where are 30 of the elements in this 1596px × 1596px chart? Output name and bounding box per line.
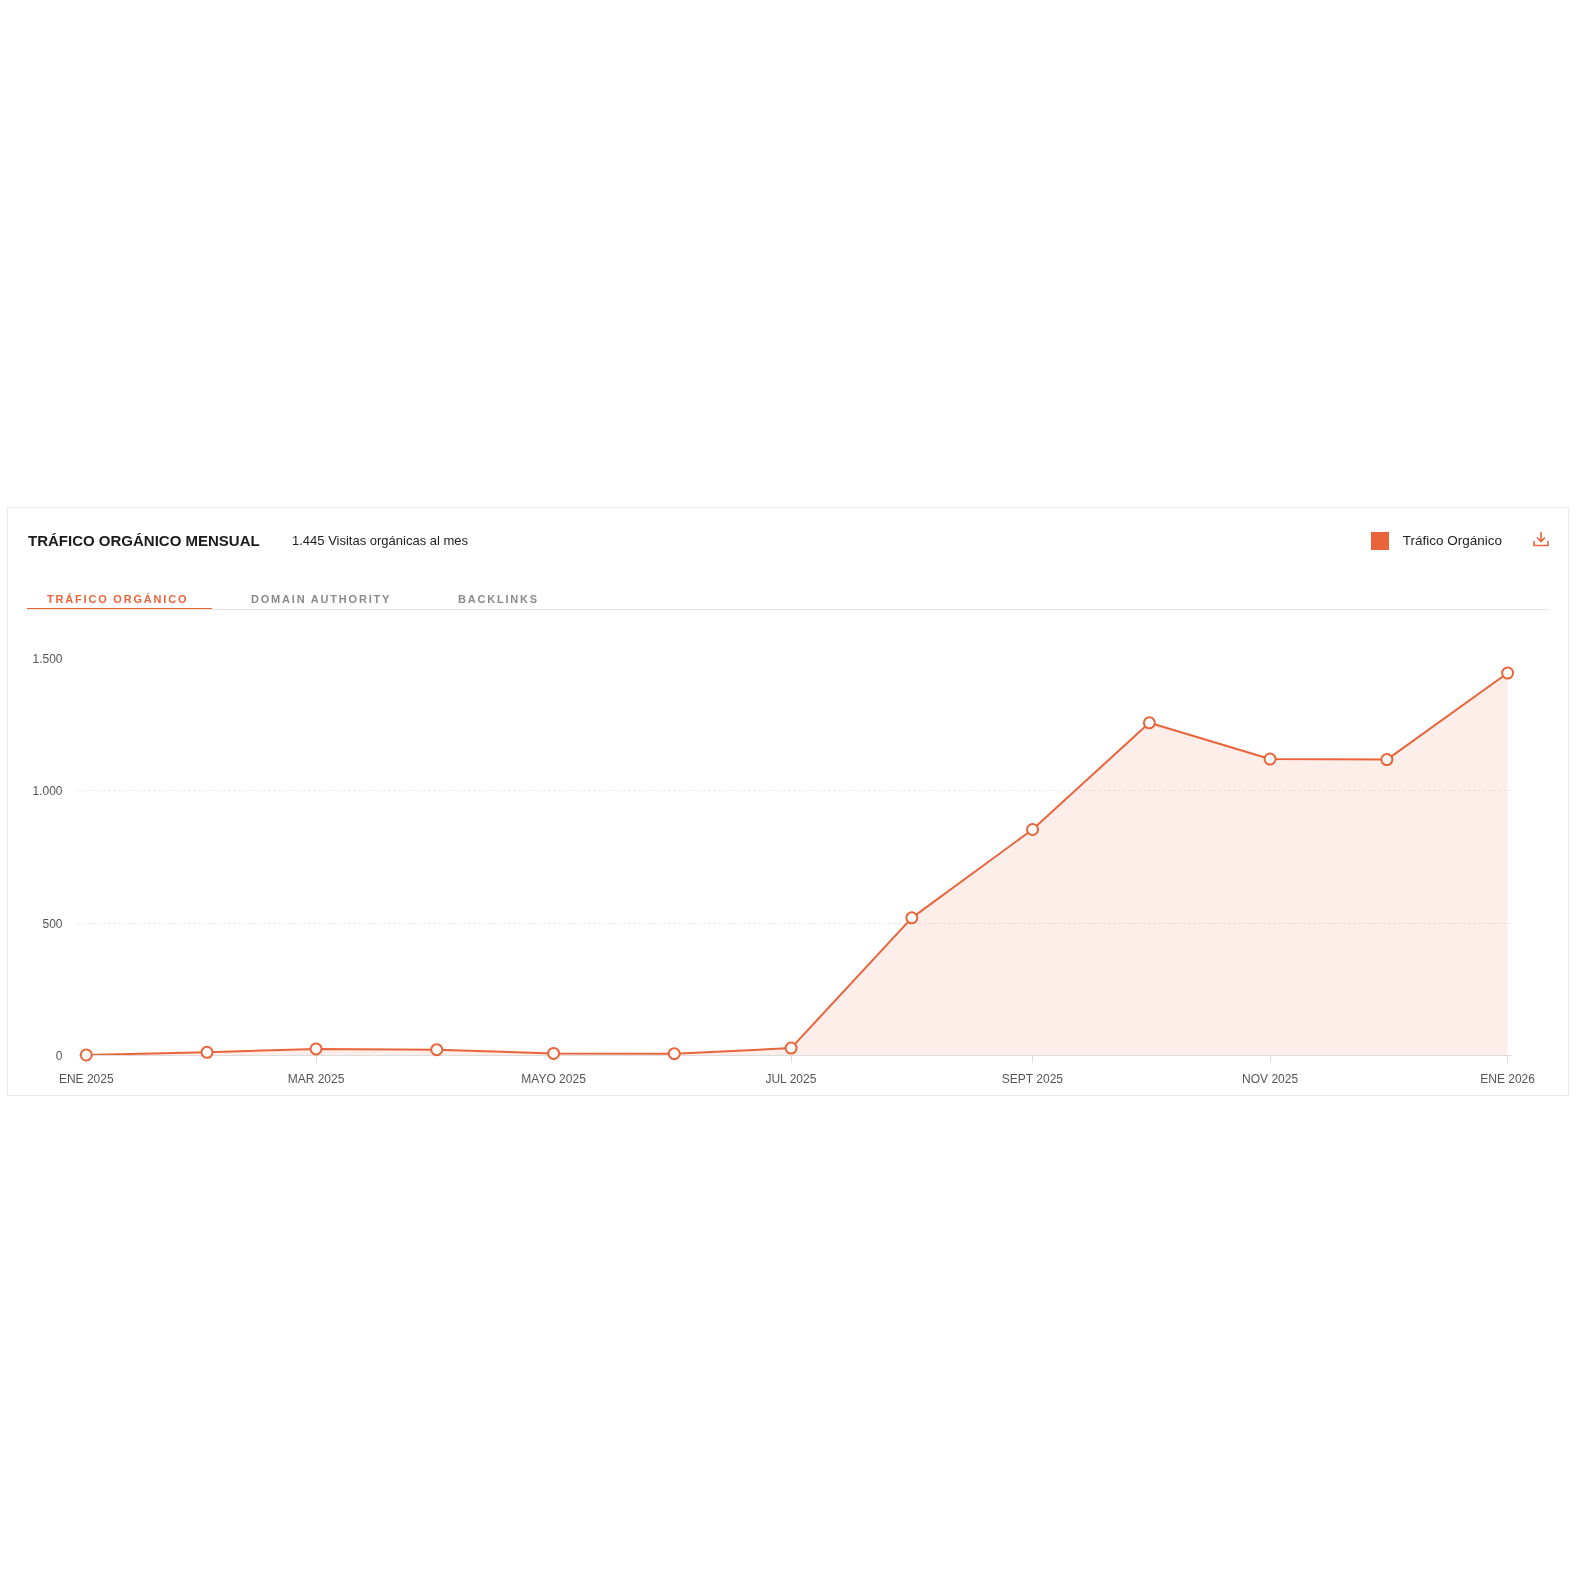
point: [905, 911, 919, 925]
text: BACKLINKS: [458, 592, 539, 607]
point: [1026, 822, 1040, 836]
legend-label: Tráfico Orgánico: [1402, 533, 1502, 548]
y-tick-label: 1.500: [32, 652, 63, 666]
point: [309, 1042, 323, 1056]
x-tick-label: ENE 2026: [1480, 1071, 1536, 1086]
text: TRÁFICO ORGÁNICO: [47, 592, 189, 607]
chart-subtitle: 1.445 Visitas orgánicas al mes: [292, 532, 469, 550]
point: [200, 1045, 214, 1059]
point: [1263, 752, 1277, 766]
point: [1142, 716, 1156, 730]
point: [1501, 666, 1515, 680]
point: [784, 1041, 798, 1055]
x-tick-label: SEPT 2025: [1001, 1071, 1064, 1086]
point: [430, 1043, 444, 1057]
y-tick-label: 1.000: [32, 784, 63, 799]
x-tick-label: MAR 2025: [287, 1071, 345, 1086]
x-tick-label: JUL 2025: [765, 1071, 817, 1086]
point: [1380, 753, 1394, 767]
chart-title: TRÁFICO ORGÁNICO MENSUAL: [28, 531, 260, 551]
x-tick-label: ENE 2025: [58, 1071, 114, 1086]
y-tick-label: 500: [42, 916, 63, 931]
x-tick-label: MAYO 2025: [521, 1071, 587, 1086]
text: DOMAIN AUTHORITY: [251, 592, 392, 607]
point: [667, 1047, 681, 1061]
x-tick-label: NOV 2025: [1242, 1071, 1299, 1086]
point: [79, 1048, 93, 1062]
point: [547, 1046, 561, 1060]
y-tick-label: 0: [55, 1049, 63, 1063]
